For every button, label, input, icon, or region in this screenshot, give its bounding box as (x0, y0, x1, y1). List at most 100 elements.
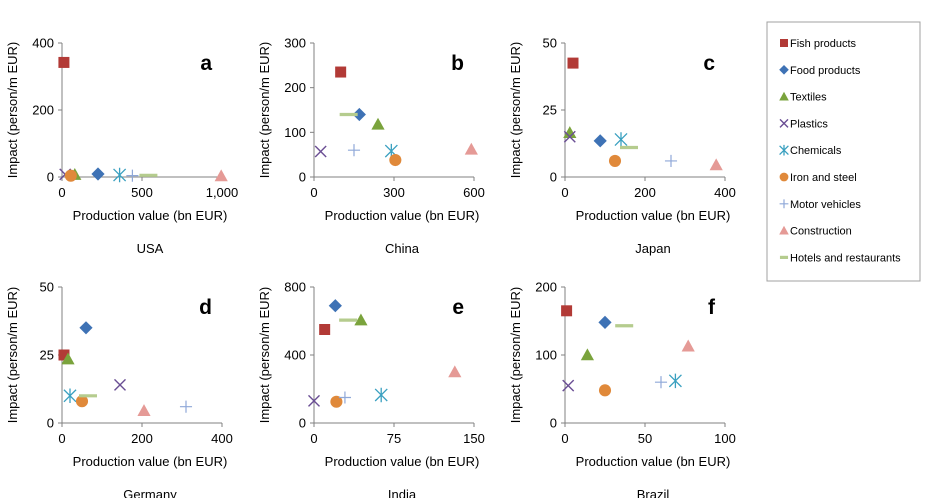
y-axis-title: Impact (person/m EUR) (257, 42, 272, 179)
point-iron-and-steel (389, 153, 402, 167)
panel-letter: f (708, 296, 716, 319)
y-tick-label: 400 (32, 36, 54, 51)
x-axis-title: Production value (bn EUR) (325, 454, 480, 469)
point-construction (137, 404, 151, 417)
legend-label: Motor vehicles (790, 199, 861, 211)
x-tick-label: 400 (211, 431, 233, 446)
panel-letter: e (452, 296, 464, 319)
x-axis-title: Production value (bn EUR) (73, 454, 228, 469)
x-axis-title: Production value (bn EUR) (73, 208, 228, 223)
y-axis-title: Impact (person/m EUR) (508, 287, 523, 424)
point-food-products (352, 107, 366, 122)
point-iron-and-steel (330, 395, 343, 408)
point-motor-vehicles (664, 154, 678, 167)
point-food-products (91, 167, 105, 181)
y-tick-label: 400 (284, 348, 306, 363)
y-axis-title: Impact (person/m EUR) (5, 42, 20, 179)
point-motor-vehicles (654, 376, 668, 389)
point-iron-and-steel (64, 169, 77, 182)
legend-label: Construction (790, 226, 852, 238)
legend-item-plastics: Plastics (779, 118, 828, 130)
legend-label: Hotels and restaurants (790, 252, 901, 264)
y-axis-title: Impact (person/m EUR) (257, 287, 272, 424)
point-chemicals (63, 388, 77, 404)
x-axis-title: Production value (bn EUR) (576, 454, 731, 469)
legend-label: Food products (790, 65, 861, 77)
panel-a: 0 200 400 0 500 1,000 Production value (bn EUR… (5, 36, 238, 257)
x-axis-title: Production value (bn EUR) (325, 208, 480, 223)
x-tick-label: 0 (58, 431, 65, 446)
y-tick-label: 100 (284, 125, 306, 140)
point-construction (448, 365, 462, 378)
point-plastics (114, 378, 126, 391)
x-tick-label: 150 (463, 431, 485, 446)
panel-letter: b (451, 52, 464, 75)
legend-item-chemicals: Chemicals (779, 144, 842, 157)
y-tick-label: 0 (550, 416, 557, 431)
y-axis-title: Impact (person/m EUR) (508, 42, 523, 179)
legend-marker (779, 144, 789, 156)
y-tick-label: 0 (550, 170, 557, 185)
point-motor-vehicles (338, 391, 351, 404)
country-label: USA (137, 241, 164, 256)
legend-item-iron-and-steel: Iron and steel (779, 172, 857, 184)
x-tick-label: 600 (463, 185, 485, 200)
x-tick-label: 500 (131, 185, 153, 200)
country-label: China (385, 241, 420, 256)
x-tick-label: 0 (561, 431, 568, 446)
point-fish-products (58, 349, 70, 361)
legend-item-motor-vehicles: Motor vehicles (779, 199, 861, 211)
point-chemicals (374, 387, 388, 403)
point-plastics (314, 145, 327, 158)
legend-label: Plastics (790, 118, 828, 130)
point-iron-and-steel (608, 154, 622, 167)
x-axis-title: Production value (bn EUR) (576, 208, 731, 223)
panel-e: 0 400 800 0 75 150 Production value (bn EUR) Im… (257, 280, 485, 498)
legend-label: Iron and steel (790, 172, 857, 184)
y-tick-label: 25 (40, 348, 54, 363)
legend-marker (779, 65, 789, 75)
legend-marker (779, 91, 789, 101)
x-tick-label: 300 (383, 185, 405, 200)
x-tick-label: 0 (58, 185, 65, 200)
point-textiles (371, 117, 385, 130)
y-tick-label: 50 (40, 280, 54, 295)
y-tick-label: 50 (543, 36, 557, 51)
point-food-products (79, 321, 93, 335)
point-construction (681, 339, 695, 352)
country-label: Brazil (637, 487, 670, 498)
x-tick-label: 0 (561, 185, 568, 200)
x-tick-label: 200 (634, 185, 656, 200)
y-tick-label: 100 (535, 348, 557, 363)
panel-d: 0 25 50 0 200 400 Production value (bn EUR) Imp… (5, 280, 233, 498)
y-tick-label: 0 (47, 170, 54, 185)
point-motor-vehicles (179, 400, 193, 413)
point-food-products (593, 134, 607, 148)
x-tick-label: 100 (714, 431, 736, 446)
point-construction (214, 169, 228, 182)
legend-marker (780, 39, 788, 47)
legend: Fish products Food products Textiles Plasti… (766, 21, 921, 282)
legend-marker (779, 172, 789, 182)
point-iron-and-steel (598, 384, 612, 397)
point-plastics (562, 379, 575, 392)
point-fish-products (561, 305, 573, 317)
y-tick-label: 0 (47, 416, 54, 431)
country-label: Germany (123, 487, 177, 498)
legend-label: Fish products (790, 38, 857, 50)
legend-item-hotels-and-restaurants: Hotels and restaurants (779, 252, 901, 264)
x-tick-label: 1,000 (206, 185, 239, 200)
panel-f: 0 100 200 0 50 100 Production value (bn EUR) Im… (508, 280, 736, 498)
legend-frame (766, 21, 921, 282)
point-chemicals (614, 132, 628, 147)
x-tick-label: 0 (310, 431, 317, 446)
country-label: India (388, 487, 417, 498)
legend-item-construction: Construction (779, 226, 852, 238)
y-axis-title: Impact (person/m EUR) (5, 287, 20, 424)
legend-label: Textiles (790, 92, 827, 104)
panel-letter: d (199, 296, 212, 319)
y-tick-label: 25 (543, 103, 557, 118)
point-plastics (563, 130, 576, 143)
legend-item-fish-products: Fish products (780, 38, 857, 50)
